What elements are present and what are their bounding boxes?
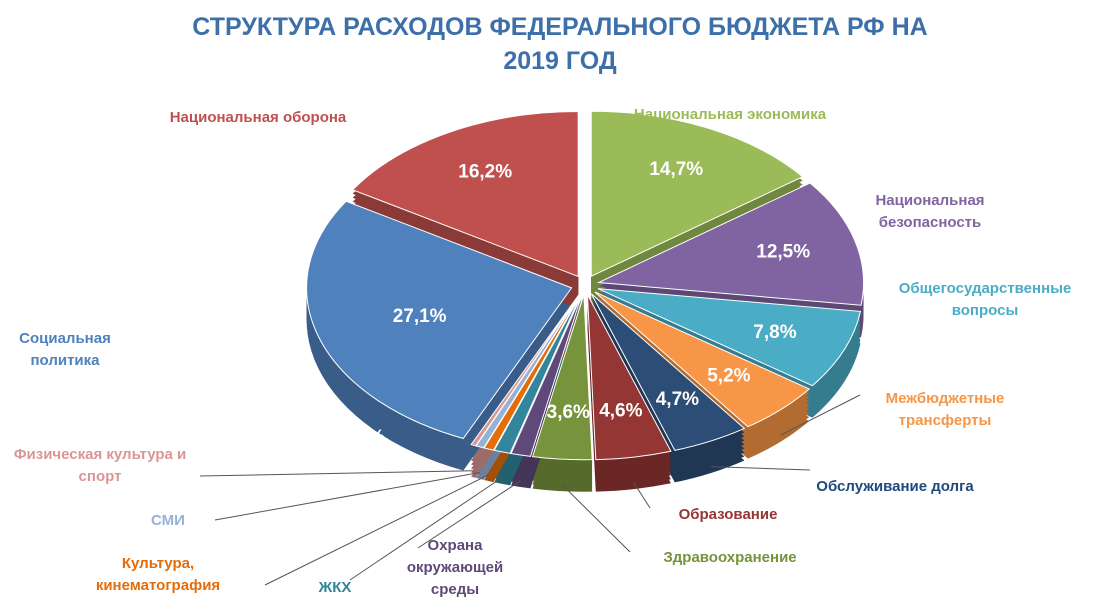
leader-line (633, 482, 651, 509)
value-label: 27,1% (393, 306, 447, 327)
category-label: Обслуживание долга (816, 478, 974, 495)
leader-line (214, 472, 480, 521)
slice (597, 288, 862, 387)
slice (306, 200, 573, 440)
category-label: Национальная безопасность (875, 192, 985, 231)
leader-line (264, 474, 490, 586)
category-label: Социальная политика (19, 330, 111, 369)
chart-title: СТРУКТУРА РАСХОДОВ ФЕДЕРАЛЬНОГО БЮДЖЕТА … (192, 13, 928, 75)
leader-line (780, 394, 861, 436)
value-label: 3,6% (547, 402, 590, 423)
slice (596, 182, 865, 306)
value-label: 7,8% (753, 322, 796, 343)
value-label: 16,2% (458, 162, 512, 183)
category-label: Образование (678, 506, 778, 523)
category-label: СМИ (151, 512, 185, 529)
category-label: Культура, кинематография (95, 555, 221, 594)
slice (531, 294, 593, 461)
category-label: Физическая культура и спорт (13, 446, 187, 485)
group-label: 3,6% (341, 427, 384, 448)
value-label: 4,6% (599, 401, 642, 422)
category-label: Здравоохранение (663, 549, 797, 566)
slice (510, 294, 583, 457)
leader-line (710, 466, 811, 471)
value-label: 4,7% (656, 389, 699, 410)
category-label: Национальная экономика (633, 106, 827, 123)
leader-line (561, 484, 631, 553)
slice (586, 294, 672, 461)
leader-line (349, 477, 503, 581)
value-label: 12,5% (756, 242, 810, 263)
pie-tops: 14,7% 12,5% 7,8% 5,2% 4,7% 4,6% 3,6% 27,1% 16,2%… (306, 110, 865, 461)
slice (594, 291, 811, 428)
category-label: Национальная оборона (169, 109, 347, 126)
category-label: ЖКХ (318, 579, 352, 596)
slice (351, 110, 579, 278)
slice (590, 293, 746, 451)
leaders (199, 394, 861, 586)
category-label: Межбюджетные трансферты (885, 390, 1005, 429)
leader-line (199, 470, 474, 477)
slice (590, 110, 804, 278)
slice (493, 294, 582, 454)
value-label: 14,7% (649, 159, 703, 180)
leader-line (417, 480, 521, 549)
category-label: Охрана окружающей среды (406, 537, 504, 598)
value-label: 5,2% (707, 366, 750, 387)
category-label: Общегосударственные вопросы (898, 280, 1072, 319)
slice (470, 293, 580, 447)
